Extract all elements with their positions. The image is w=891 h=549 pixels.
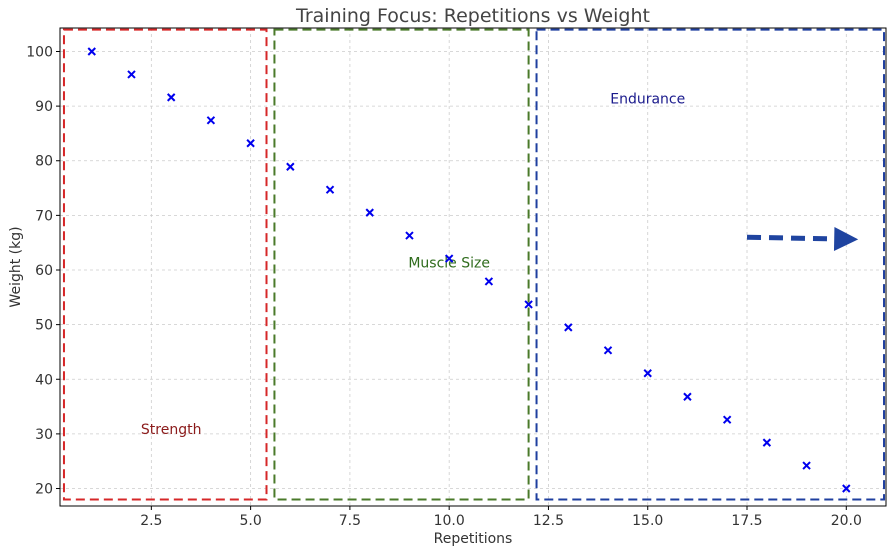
region-box-endurance	[535, 28, 886, 501]
y-ticks-group: 20 30 40 50 60 70 80 90 100	[26, 44, 60, 498]
data-point	[802, 461, 811, 470]
grid	[60, 28, 886, 506]
data-point	[365, 208, 374, 217]
x-tick-label: 20.0	[831, 513, 862, 529]
data-point	[683, 392, 692, 401]
data-point	[127, 70, 136, 79]
y-tick-label: 40	[35, 372, 53, 388]
data-point	[524, 300, 533, 309]
data-point	[564, 323, 573, 332]
data-point	[762, 438, 772, 447]
y-tick-label: 90	[35, 99, 53, 115]
data-point	[444, 254, 454, 263]
x-tick-label: 10.0	[434, 513, 465, 529]
chart-title: Training Focus: Repetitions vs Weight	[295, 5, 650, 27]
data-point	[246, 139, 255, 148]
y-axis-label: Weight (kg)	[8, 226, 24, 307]
region-label-endurance: Endurance	[610, 91, 685, 107]
data-point	[722, 415, 732, 424]
data-point	[643, 369, 652, 378]
x-ticks-group: 2.5 5.0 7.5 10.0 12.5 15.0 17.5 20.0	[140, 506, 862, 529]
y-tick-label: 100	[26, 44, 53, 60]
data-point	[405, 231, 414, 240]
x-axis-label: Repetitions	[434, 531, 513, 547]
regions-group: Strength Muscle Size Endurance	[62, 28, 886, 501]
x-tick-label: 15.0	[632, 513, 663, 529]
x-tick-label: 2.5	[140, 513, 162, 529]
arrow-shaft	[746, 234, 835, 242]
region-label-strength: Strength	[141, 422, 202, 438]
region-box-strength	[62, 28, 268, 501]
data-point	[603, 346, 613, 355]
data-point	[87, 47, 96, 56]
x-tick-label: 7.5	[339, 513, 361, 529]
data-point	[286, 162, 295, 171]
y-tick-label: 20	[35, 482, 53, 498]
data-point	[166, 93, 176, 102]
region-box-muscle-size	[273, 28, 530, 501]
arrow-head	[833, 226, 859, 251]
y-tick-label: 60	[35, 263, 53, 279]
data-point	[206, 116, 216, 125]
plot-frame	[59, 27, 887, 507]
x-tick-label: 12.5	[533, 513, 564, 529]
y-tick-label: 70	[35, 208, 53, 224]
y-tick-label: 50	[35, 318, 53, 334]
arrow-group	[746, 226, 859, 251]
data-point	[484, 277, 494, 286]
data-point	[325, 185, 335, 194]
data-points-group	[87, 47, 851, 493]
x-tick-label: 5.0	[239, 513, 261, 529]
data-point	[842, 484, 851, 493]
y-tick-label: 80	[35, 154, 53, 170]
region-label-muscle-size: Muscle Size	[408, 255, 490, 271]
x-tick-label: 17.5	[731, 513, 762, 529]
y-tick-label: 30	[35, 427, 53, 443]
